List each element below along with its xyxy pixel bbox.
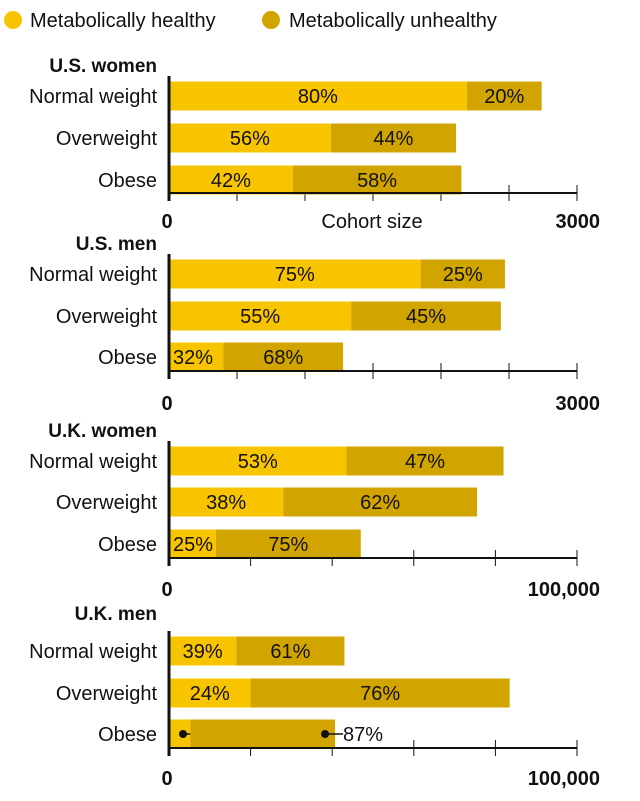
bar-healthy <box>169 678 251 708</box>
bar-unhealthy <box>215 529 361 559</box>
category-label: Obese <box>98 534 157 556</box>
tick-label-max: 3000 <box>556 393 601 415</box>
tick-label-max: 100,000 <box>528 768 600 790</box>
data-label: 62% <box>360 492 400 514</box>
legend-swatch-unhealthy <box>262 11 280 29</box>
category-label: Overweight <box>56 492 158 514</box>
data-label: 47% <box>405 451 445 473</box>
panel-1: U.S. women Normal weight 80% 20% Overweight 5… <box>29 56 600 233</box>
data-label: 75% <box>275 264 315 286</box>
data-label: 75% <box>268 534 308 556</box>
panel-3: U.K. women Normal weight 53% 47% Overweight 3… <box>29 421 600 601</box>
data-label: 24% <box>190 683 230 705</box>
bar-unhealthy <box>420 259 505 289</box>
tick-label-min: 0 <box>161 579 172 601</box>
bar-unhealthy <box>351 301 501 331</box>
panel-title: U.S. men <box>76 234 157 255</box>
data-label: 32% <box>173 347 213 369</box>
data-label: 55% <box>240 306 280 328</box>
bar-unhealthy <box>190 719 336 749</box>
panel-4: U.K. men Normal weight 39% 61% Overweight 24%… <box>29 604 600 790</box>
bar-healthy <box>169 165 293 195</box>
data-label: 76% <box>360 683 400 705</box>
bar-unhealthy <box>466 81 542 111</box>
category-label: Overweight <box>56 306 158 328</box>
bar-unhealthy <box>223 342 344 372</box>
bar-unhealthy <box>283 487 478 517</box>
bar-unhealthy <box>346 446 504 476</box>
category-label: Obese <box>98 724 157 746</box>
tick-label-max: 100,000 <box>528 579 600 601</box>
data-label: 44% <box>373 128 413 150</box>
bar-healthy <box>169 487 284 517</box>
panel-2: U.S. men Normal weight 75% 25% Overweight 55%… <box>29 234 600 415</box>
bar-healthy <box>169 342 224 372</box>
data-label: 80% <box>298 86 338 108</box>
x-axis-label: Cohort size <box>321 211 422 233</box>
data-label: 56% <box>230 128 270 150</box>
category-label: Normal weight <box>29 641 157 663</box>
category-label: Overweight <box>56 128 158 150</box>
tick-label-min: 0 <box>161 393 172 415</box>
bar-healthy <box>169 529 216 559</box>
category-label: Overweight <box>56 683 158 705</box>
legend-label-healthy: Metabolically healthy <box>30 10 216 32</box>
bar-healthy <box>169 636 237 666</box>
tick-label-max: 3000 <box>556 211 601 233</box>
panel-title: U.S. women <box>49 56 157 77</box>
legend-label-unhealthy: Metabolically unhealthy <box>289 10 497 32</box>
bar-healthy <box>169 123 331 153</box>
panel-title: U.K. men <box>75 604 157 625</box>
bar-unhealthy <box>330 123 456 153</box>
data-label: 45% <box>406 306 446 328</box>
category-label: Normal weight <box>29 264 157 286</box>
bar-unhealthy <box>236 636 345 666</box>
data-label: 68% <box>263 347 303 369</box>
data-label: 87% <box>343 724 383 746</box>
tick-label-min: 0 <box>161 768 172 790</box>
data-label: 25% <box>443 264 483 286</box>
category-label: Obese <box>98 170 157 192</box>
data-label: 61% <box>270 641 310 663</box>
data-label: 25% <box>173 534 213 556</box>
data-label: 39% <box>183 641 223 663</box>
category-label: Normal weight <box>29 86 157 108</box>
bar-healthy <box>169 259 421 289</box>
category-label: Obese <box>98 347 157 369</box>
data-label: 53% <box>238 451 278 473</box>
tick-label-min: 0 <box>161 211 172 233</box>
data-label: 58% <box>357 170 397 192</box>
data-label: 42% <box>211 170 251 192</box>
bar-unhealthy <box>250 678 510 708</box>
bar-healthy <box>169 81 467 111</box>
bar-healthy <box>169 301 352 331</box>
panel-title: U.K. women <box>48 421 157 442</box>
bar-healthy <box>169 446 347 476</box>
legend-swatch-healthy <box>4 11 22 29</box>
category-label: Normal weight <box>29 451 157 473</box>
bar-unhealthy <box>292 165 462 195</box>
legend: Metabolically healthy Metabolically unhea… <box>4 10 497 32</box>
chart-panels: U.S. women Normal weight 80% 20% Overweight 5… <box>29 56 600 790</box>
data-label: 38% <box>206 492 246 514</box>
data-label: 20% <box>484 86 524 108</box>
